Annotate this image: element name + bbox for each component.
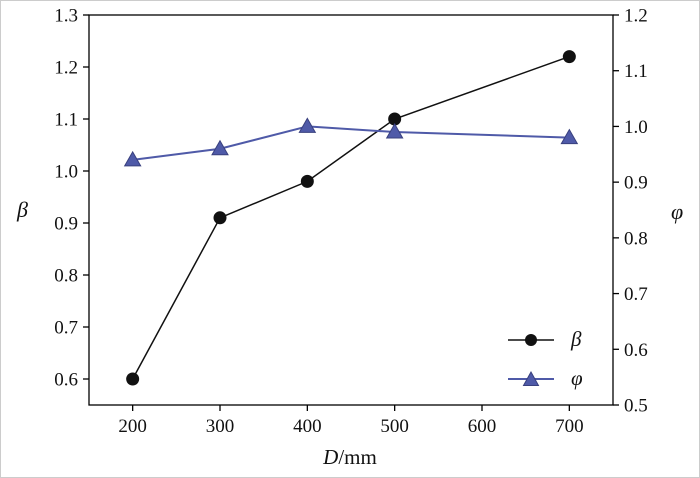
right-y-tick-label: 0.5	[624, 396, 648, 417]
legend-label-phi: φ	[571, 366, 583, 390]
left-axis-title: β	[17, 197, 28, 222]
x-tick-label: 200	[118, 416, 147, 437]
right-y-tick-label: 1.2	[624, 6, 648, 27]
right-y-tick-label: 1.1	[624, 61, 648, 82]
phi-marker	[298, 117, 317, 133]
phi-marker	[385, 122, 404, 139]
left-y-tick-label: 0.6	[54, 370, 78, 391]
left-y-tick-label: 0.7	[54, 318, 78, 339]
x-tick-label: 300	[206, 416, 235, 437]
x-axis-title: D/mm	[1, 445, 699, 470]
x-axis-variable: D	[323, 445, 339, 469]
right-y-tick-label: 0.6	[624, 340, 648, 361]
left-y-tick-label: 1.1	[54, 110, 78, 131]
legend: β φ	[505, 329, 583, 389]
phi-marker	[560, 128, 579, 145]
right-y-tick-label: 0.7	[624, 284, 648, 305]
left-y-tick-label: 0.8	[54, 266, 78, 287]
beta-marker	[126, 372, 140, 386]
beta-legend-marker	[525, 333, 537, 346]
x-tick-label: 500	[380, 416, 409, 437]
phi-line	[132, 125, 570, 161]
left-y-tick-label: 0.9	[54, 214, 78, 235]
phi-legend-marker	[522, 370, 540, 386]
beta-line-marker-icon	[508, 333, 554, 346]
right-y-tick-label: 0.9	[624, 173, 648, 194]
x-axis-unit: /mm	[338, 445, 377, 469]
phi-marker	[211, 139, 229, 156]
x-tick-label: 400	[293, 416, 322, 437]
beta-marker	[562, 50, 576, 64]
beta-marker	[300, 174, 314, 188]
legend-entry-phi: φ	[505, 368, 583, 389]
phi-marker	[123, 150, 142, 167]
beta-line	[132, 55, 570, 380]
x-tick-label: 600	[468, 416, 497, 437]
x-tick-label: 700	[555, 416, 584, 437]
right-axis-title: φ	[671, 199, 684, 224]
axes-frame	[88, 14, 614, 406]
right-y-tick-label: 1.0	[624, 117, 648, 138]
phi-line-marker-icon	[508, 370, 554, 386]
legend-entry-beta: β	[505, 329, 583, 350]
left-y-tick-label: 1.2	[54, 58, 78, 79]
left-y-tick-label: 1.3	[54, 6, 78, 27]
left-y-tick-label: 1.0	[54, 162, 78, 183]
legend-label-beta: β	[571, 327, 582, 351]
beta-marker	[213, 211, 227, 225]
right-y-tick-label: 0.8	[624, 228, 648, 249]
beta-marker	[388, 112, 402, 126]
